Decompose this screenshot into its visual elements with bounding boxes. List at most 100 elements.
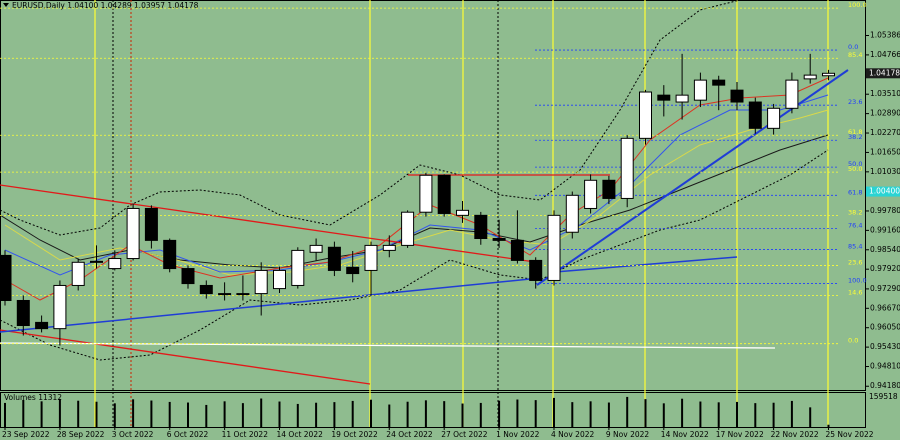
candle-body [584, 179, 598, 209]
volume-max-label: 159518 [869, 392, 898, 401]
trend-line [0, 277, 541, 333]
fib-label: 23.6 [848, 258, 862, 266]
candle-body [529, 259, 543, 281]
trend-line [0, 184, 536, 263]
candle-body [126, 207, 140, 260]
fib-label: 76.4 [848, 221, 862, 229]
trend-line [0, 329, 371, 385]
candle-body [602, 179, 616, 199]
candle-body [382, 244, 396, 251]
candle-body [401, 211, 415, 246]
fib-label: 61.8 [848, 188, 862, 196]
y-tick-label: 0.95430 [870, 342, 900, 351]
candle-body [199, 284, 213, 295]
trend-line [554, 256, 738, 273]
fib-label: 50.0 [848, 160, 862, 168]
fib-label: 50.0 [848, 165, 862, 173]
candle-body [71, 261, 85, 286]
candle-body [0, 254, 12, 301]
y-tick-label: 0.99160 [870, 225, 900, 234]
candle-body [236, 293, 250, 296]
x-tick-label: 11 Oct 2022 [222, 430, 269, 439]
x-tick-label: 23 Sep 2022 [2, 430, 50, 439]
x-tick-label: 24 Oct 2022 [386, 430, 433, 439]
fib-label: 100.0 [848, 1, 867, 9]
candle-body [273, 269, 286, 290]
x-tick-label: 28 Sep 2022 [57, 430, 105, 439]
x-tick-label: 3 Oct 2022 [112, 430, 154, 439]
candle-body [254, 269, 268, 295]
candle-body [748, 101, 762, 129]
candle-body [693, 79, 707, 101]
x-tick-label: 17 Nov 2022 [716, 430, 764, 439]
candle-body [437, 174, 451, 214]
candle-body [181, 268, 195, 285]
y-tick-label: 1.04766 [870, 50, 900, 59]
y-tick-label: 1.02890 [870, 109, 900, 118]
x-tick-label: 9 Nov 2022 [606, 430, 649, 439]
candle-body [108, 258, 122, 270]
candle-body [712, 79, 726, 86]
candle-body [822, 72, 835, 77]
candle-body [803, 74, 817, 80]
candle-body [90, 260, 103, 263]
fib-label: 23.6 [848, 98, 862, 106]
fib-label: 0.0 [848, 337, 858, 345]
y-tick-label: 0.98540 [870, 245, 900, 254]
candle-body [657, 94, 671, 101]
price-marker [866, 68, 900, 79]
candle-body [163, 239, 177, 270]
x-tick-label: 19 Oct 2022 [331, 430, 378, 439]
y-tick-label: 1.01650 [870, 147, 900, 156]
x-tick-label: 6 Oct 2022 [167, 430, 209, 439]
candle-body [364, 244, 378, 271]
candle-body [53, 284, 67, 330]
y-tick-label: 0.96050 [870, 323, 900, 332]
y-tick-label: 1.02270 [870, 128, 900, 137]
plot-frame [0, 0, 866, 391]
y-tick-label: 0.97920 [870, 264, 900, 273]
price-marker-label: 1.04178 [869, 68, 900, 77]
y-tick-label: 1.03510 [870, 89, 900, 98]
candle-body [218, 293, 232, 296]
candle-body [565, 194, 579, 233]
y-tick-label: 1.01030 [870, 167, 900, 176]
candle-body [510, 239, 524, 261]
x-tick-label: 25 Nov 2022 [826, 430, 874, 439]
x-tick-label: 27 Oct 2022 [441, 430, 488, 439]
x-tick-label: 4 Nov 2022 [551, 430, 594, 439]
y-tick-label: 0.99780 [870, 206, 900, 215]
x-tick-label: 14 Oct 2022 [277, 430, 324, 439]
volume-title-text: Volumes [4, 393, 36, 402]
candle-body [639, 91, 652, 139]
volume-title: Volumes 11312 [4, 393, 62, 402]
bollinger-upper [0, 0, 741, 236]
chart-header: EURUSD,Daily 1.04100 1.04289 1.03957 1.0… [12, 1, 199, 10]
x-tick-label: 22 Nov 2022 [771, 430, 819, 439]
candle-body [620, 137, 634, 199]
x-tick-label: 1 Nov 2022 [496, 430, 539, 439]
candle-body [785, 79, 799, 109]
y-tick-label: 0.94180 [870, 381, 900, 390]
y-tick-label: 0.94810 [870, 362, 900, 371]
candle-body [730, 89, 744, 103]
candle-body [16, 299, 30, 327]
fib-label: 0.0 [848, 43, 858, 51]
candle-body [35, 321, 49, 330]
fib-label: 85.4 [848, 51, 862, 59]
candle-body [419, 174, 433, 213]
y-tick-label: 0.96670 [870, 303, 900, 312]
fib-label: 85.4 [848, 242, 862, 250]
volume-frame [0, 392, 866, 428]
x-tick-label: 14 Nov 2022 [661, 430, 709, 439]
candle-body [144, 207, 158, 241]
y-tick-label: 0.97290 [870, 284, 900, 293]
fib-label: 38.2 [848, 133, 862, 141]
fib-label: 38.2 [848, 208, 862, 216]
header-arrow [3, 3, 9, 7]
fib-label: 100.0 [848, 277, 867, 285]
price-marker [866, 186, 900, 197]
fib-label: 61.8 [848, 128, 862, 136]
candle-body [547, 214, 561, 281]
